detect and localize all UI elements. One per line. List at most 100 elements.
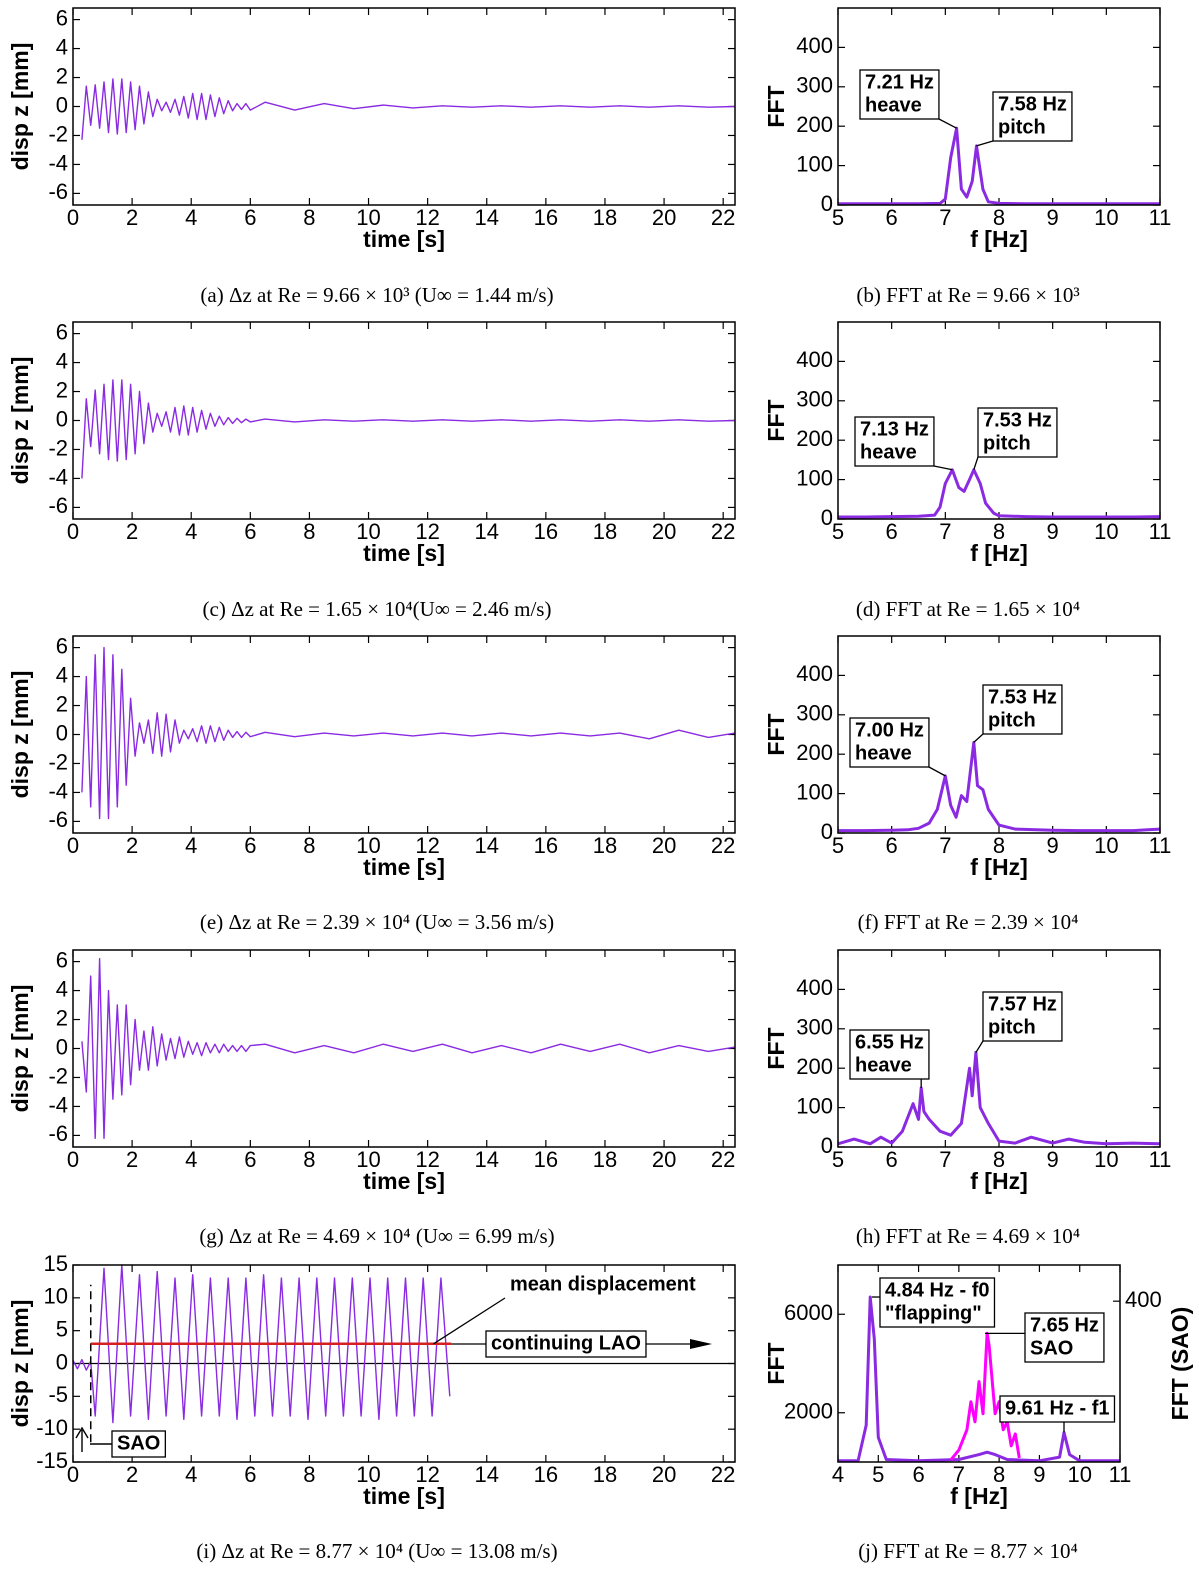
y-tick-label: 0 [821, 1133, 833, 1158]
x-tick-label: 9 [1047, 519, 1059, 544]
y-axis-title: FFT [763, 1027, 789, 1069]
panel: 0 2 4 6 8 10 12 14 16 18 20 22 -6 -4 -2 0 2 4 6 time [s] dis… [7, 5, 736, 307]
x-tick-label: 8 [303, 205, 315, 230]
x-tick-label: 0 [67, 1462, 79, 1487]
x-tick-label: 20 [652, 1147, 676, 1172]
x-tick-label: 5 [832, 519, 844, 544]
x-axis-title: time [s] [363, 226, 445, 252]
annotation-box [859, 69, 940, 120]
data-line [81, 379, 736, 479]
x-tick-label: 8 [993, 205, 1005, 230]
caption: (d) FFT at Re = 1.65 × 10⁴ [856, 597, 1080, 621]
x-tick-label: 10 [1067, 1462, 1091, 1487]
x-tick-label: 8 [993, 833, 1005, 858]
y-tick-label: 200 [796, 112, 833, 137]
x-tick-label: 10 [356, 519, 380, 544]
y-axis-title: disp z [mm] [7, 357, 33, 485]
y-tick-label: 6 [56, 633, 68, 658]
annotation-box [485, 1330, 647, 1358]
x-tick-label: 22 [711, 1147, 735, 1172]
y-tick-label: 400 [796, 661, 833, 686]
panel: 5 6 7 8 9 10 11 0 100 200 300 400 f [Hz] FFT (f) FFT a… [763, 635, 1172, 934]
x-tick-label: 0 [67, 833, 79, 858]
data-line [838, 468, 1161, 519]
data-line [81, 78, 736, 140]
x-axis-title: time [s] [363, 540, 445, 566]
y-tick-label: 10 [44, 1284, 68, 1309]
x-tick-label: 8 [993, 1462, 1005, 1487]
y-tick-label: 4 [56, 348, 68, 373]
x-tick-label: 11 [1149, 205, 1172, 230]
y-axis-title: disp z [mm] [7, 1300, 33, 1428]
x-tick-label: 11 [1149, 833, 1172, 858]
annotation-leader [973, 456, 979, 470]
y-tick-label: 100 [796, 465, 833, 490]
x-tick-label: 18 [593, 833, 617, 858]
annotation-text: pitch [988, 1016, 1036, 1038]
panel: 0 2 4 6 8 10 12 14 16 18 20 22 -6 -4 -2 0 2 4 6 time [s] dis… [7, 947, 736, 1248]
x-tick-label: 12 [415, 205, 439, 230]
annotation-text: heave [855, 742, 912, 764]
y-tick-label: 15 [44, 1251, 68, 1276]
x-tick-label: 7 [939, 205, 951, 230]
x-tick-label: 12 [415, 1462, 439, 1487]
panel: 0 2 4 6 8 10 12 14 16 18 20 22 -6 -4 -2 0 2 4 6 time [s] dis… [7, 319, 736, 621]
y-axis-title: disp z [mm] [7, 671, 33, 799]
x-tick-label: 0 [67, 1147, 79, 1172]
panel: 0 2 4 6 8 10 12 14 16 18 20 22 -15 -10 -5 0 5 10 15 time [s… [7, 1251, 736, 1563]
x-axis-title: f [Hz] [970, 1168, 1027, 1194]
x-tick-label: 22 [711, 833, 735, 858]
annotation-box [999, 1395, 1116, 1423]
x-tick-label: 12 [415, 833, 439, 858]
x-tick-label: 18 [593, 1462, 617, 1487]
x-tick-label: 22 [711, 1462, 735, 1487]
x-tick-label: 6 [886, 519, 898, 544]
y-tick-label: 0 [821, 505, 833, 530]
y-tick-label: 200 [796, 740, 833, 765]
y2-tick-label: 400 [1125, 1287, 1162, 1312]
arrow-head [690, 1339, 712, 1349]
annotation-box [982, 684, 1063, 735]
x-tick-label: 4 [185, 519, 197, 544]
y-tick-label: -6 [48, 493, 68, 518]
y-axis-title: FFT [763, 85, 789, 127]
x-tick-label: 10 [1094, 205, 1118, 230]
x-tick-label: 8 [303, 1147, 315, 1172]
plot-frame [837, 635, 1161, 834]
y-tick-label: 0 [56, 720, 68, 745]
plot-frame [72, 1264, 736, 1463]
y-tick-label: 0 [821, 819, 833, 844]
x-tick-label: 2 [126, 519, 138, 544]
x-tick-label: 8 [303, 833, 315, 858]
caption: (f) FFT at Re = 2.39 × 10⁴ [858, 910, 1079, 934]
x-tick-label: 2 [126, 833, 138, 858]
plot-frame [837, 321, 1161, 520]
annotation-text: 7.13 Hz [860, 418, 929, 440]
x-axis-title: f [Hz] [970, 854, 1027, 880]
annotation-leader [933, 465, 953, 471]
annotation-box [505, 1272, 701, 1298]
annotation-text: continuing LAO [491, 1332, 641, 1354]
x-tick-label: 14 [475, 1462, 499, 1487]
x-tick-label: 22 [711, 519, 735, 544]
annotation-box [1024, 1312, 1105, 1363]
x-axis-title: f [Hz] [970, 226, 1027, 252]
x-tick-label: 14 [475, 205, 499, 230]
x-tick-label: 7 [953, 1462, 965, 1487]
x-tick-label: 6 [244, 833, 256, 858]
y-tick-label: 0 [56, 92, 68, 117]
x-tick-label: 4 [185, 833, 197, 858]
annotation-leader [928, 766, 946, 777]
y-tick-label: 0 [56, 1349, 68, 1374]
annotation-text: 4.84 Hz - f0 [885, 1279, 989, 1301]
x-tick-label: 7 [939, 519, 951, 544]
annotation-text: 6.55 Hz [855, 1031, 924, 1053]
x-axis-title: time [s] [363, 1483, 445, 1509]
x-tick-label: 11 [1149, 519, 1172, 544]
y-tick-label: 300 [796, 1015, 833, 1040]
y-axis-title: disp z [mm] [7, 43, 33, 171]
x-tick-label: 10 [1094, 833, 1118, 858]
annotation-text: heave [865, 94, 922, 116]
y-tick-label: 400 [796, 33, 833, 58]
